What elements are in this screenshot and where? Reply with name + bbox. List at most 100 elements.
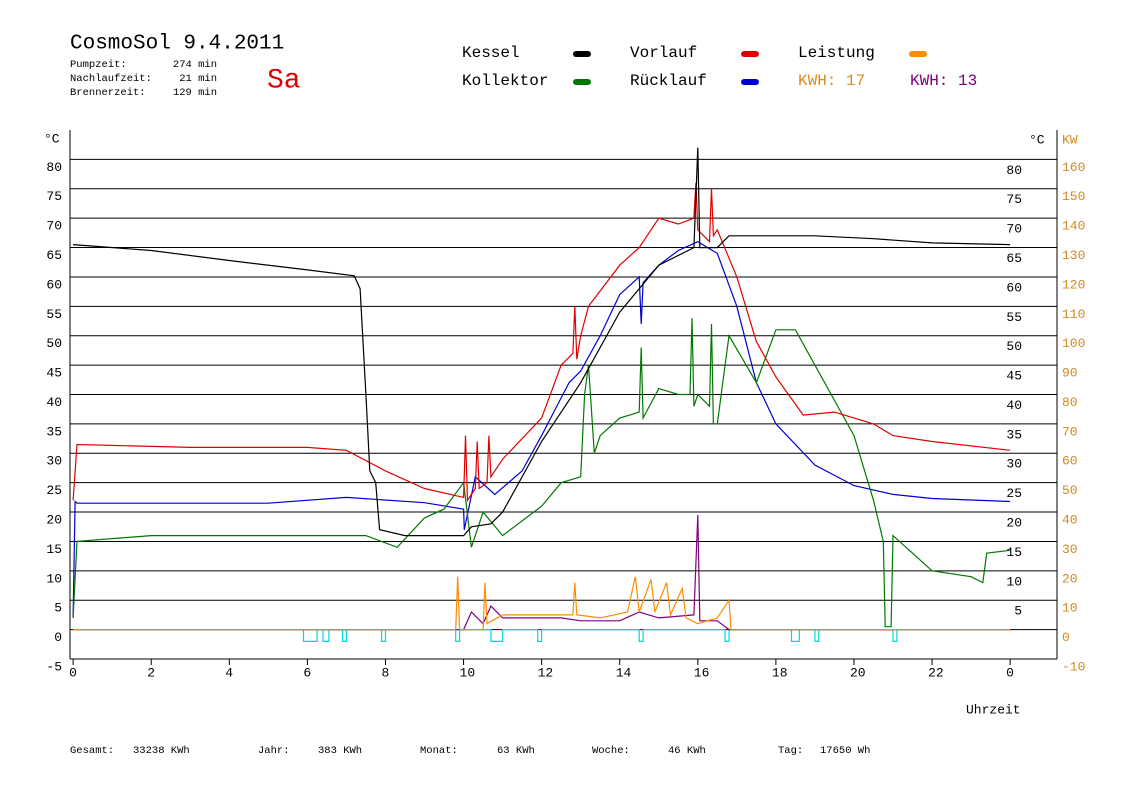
- x-tick-label: 12: [538, 665, 554, 680]
- y-tick-label: 15: [46, 542, 62, 557]
- total-label: Jahr:: [258, 745, 290, 757]
- total-value: 17650 Wh: [820, 745, 870, 757]
- series-line: [73, 147, 1011, 537]
- y-tick-label-right: 40: [1006, 398, 1022, 413]
- stat-value: 274 min: [173, 59, 217, 71]
- y2-axis-label: KW: [1062, 132, 1078, 147]
- legend-label: Leistung: [798, 44, 875, 62]
- x-tick-label: 10: [460, 665, 476, 680]
- y-tick-label: 5: [54, 601, 62, 616]
- total-label: Woche:: [592, 745, 630, 757]
- y-tick-label: 50: [46, 336, 62, 351]
- series-line: [72, 318, 1011, 628]
- y-tick-label-right: 10: [1006, 574, 1022, 589]
- y2-tick-label: 150: [1062, 189, 1085, 204]
- y-axis-label: °C: [44, 131, 60, 146]
- series-line: [72, 182, 1011, 503]
- y-tick-label: 45: [46, 366, 62, 381]
- stat-value: 129 min: [173, 87, 217, 99]
- x-tick-label: 4: [225, 665, 233, 680]
- y2-tick-label: 140: [1062, 219, 1085, 234]
- y2-tick-label: 80: [1062, 395, 1078, 410]
- energy-label: KWH: 13: [910, 72, 977, 90]
- y-tick-label: 75: [46, 189, 62, 204]
- stat-label: Nachlaufzeit:: [70, 73, 152, 85]
- y-tick-label-right: 20: [1006, 515, 1022, 530]
- y-tick-label: 35: [46, 424, 62, 439]
- y-tick-label: 40: [46, 395, 62, 410]
- y2-tick-label: 30: [1062, 542, 1078, 557]
- legend-label: Vorlauf: [630, 44, 697, 62]
- y-tick-label: 0: [54, 630, 62, 645]
- y2-tick-label: 160: [1062, 160, 1085, 175]
- y-tick-label: 80: [46, 160, 62, 175]
- energy-label: KWH: 17: [798, 72, 865, 90]
- y2-tick-label: 70: [1062, 424, 1078, 439]
- y2-tick-label: 50: [1062, 483, 1078, 498]
- y2-tick-label: 90: [1062, 366, 1078, 381]
- y2-tick-label: 100: [1062, 336, 1085, 351]
- total-value: 46 KWh: [668, 745, 706, 757]
- total-label: Gesamt:: [70, 745, 114, 757]
- y-tick-label-right: 45: [1006, 369, 1022, 384]
- legend-label: Rücklauf: [630, 72, 707, 90]
- y-tick-label-right: 80: [1006, 163, 1022, 178]
- series-line: [73, 514, 1011, 631]
- series-line: [72, 241, 1011, 618]
- stat-label: Pumpzeit:: [70, 59, 127, 71]
- y2-tick-label: -10: [1062, 659, 1085, 674]
- legend-label: Kessel: [462, 44, 520, 62]
- x-tick-label: 20: [850, 665, 866, 680]
- y-axis-label-right: °C: [1029, 132, 1045, 147]
- x-tick-label: 18: [772, 665, 788, 680]
- y-tick-label-right: 70: [1006, 222, 1022, 237]
- y2-tick-label: 40: [1062, 512, 1078, 527]
- x-tick-label: 0: [1006, 665, 1014, 680]
- y2-tick-label: 130: [1062, 248, 1085, 263]
- y-tick-label-right: 55: [1006, 310, 1022, 325]
- x-tick-label: 2: [147, 665, 155, 680]
- y-tick-label: 60: [46, 277, 62, 292]
- total-value: 63 KWh: [497, 745, 535, 757]
- y-tick-label: 55: [46, 307, 62, 322]
- total-value: 383 KWh: [318, 745, 362, 757]
- stat-label: Brennerzeit:: [70, 87, 146, 99]
- y2-tick-label: 0: [1062, 630, 1070, 645]
- x-tick-label: 0: [69, 665, 77, 680]
- y-tick-label-right: 35: [1006, 427, 1022, 442]
- y-tick-label-right: 65: [1006, 251, 1022, 266]
- y-tick-label-right: 25: [1006, 486, 1022, 501]
- x-tick-label: 8: [381, 665, 389, 680]
- day-label: Sa: [267, 65, 301, 96]
- y-tick-label-right: 50: [1006, 339, 1022, 354]
- y-tick-label: 30: [46, 454, 62, 469]
- y2-tick-label: 110: [1062, 307, 1085, 322]
- total-value: 33238 KWh: [133, 745, 190, 757]
- x-tick-label: 6: [303, 665, 311, 680]
- y-tick-label-right: 30: [1006, 457, 1022, 472]
- x-tick-label: 16: [694, 665, 710, 680]
- y-tick-label: 20: [46, 512, 62, 527]
- y-tick-label: 25: [46, 483, 62, 498]
- total-label: Monat:: [420, 745, 458, 757]
- series-line: [73, 576, 1011, 631]
- y2-tick-label: 120: [1062, 277, 1085, 292]
- x-tick-label: 22: [928, 665, 944, 680]
- y-tick-label-right: 60: [1006, 280, 1022, 295]
- y2-tick-label: 60: [1062, 454, 1078, 469]
- legend-label: Kollektor: [462, 72, 548, 90]
- y-tick-label: 10: [46, 571, 62, 586]
- y2-tick-label: 10: [1062, 601, 1078, 616]
- y-tick-label: 65: [46, 248, 62, 263]
- y-tick-label: 70: [46, 219, 62, 234]
- y-tick-label: -5: [46, 659, 62, 674]
- series-line: [73, 629, 1011, 642]
- chart-title: CosmoSol 9.4.2011: [70, 33, 284, 56]
- y-tick-label-right: 15: [1006, 545, 1022, 560]
- total-label: Tag:: [778, 745, 803, 757]
- x-axis-label: Uhrzeit: [966, 702, 1021, 717]
- y-tick-label-right: 5: [1014, 604, 1022, 619]
- x-tick-label: 14: [616, 665, 632, 680]
- y2-tick-label: 20: [1062, 571, 1078, 586]
